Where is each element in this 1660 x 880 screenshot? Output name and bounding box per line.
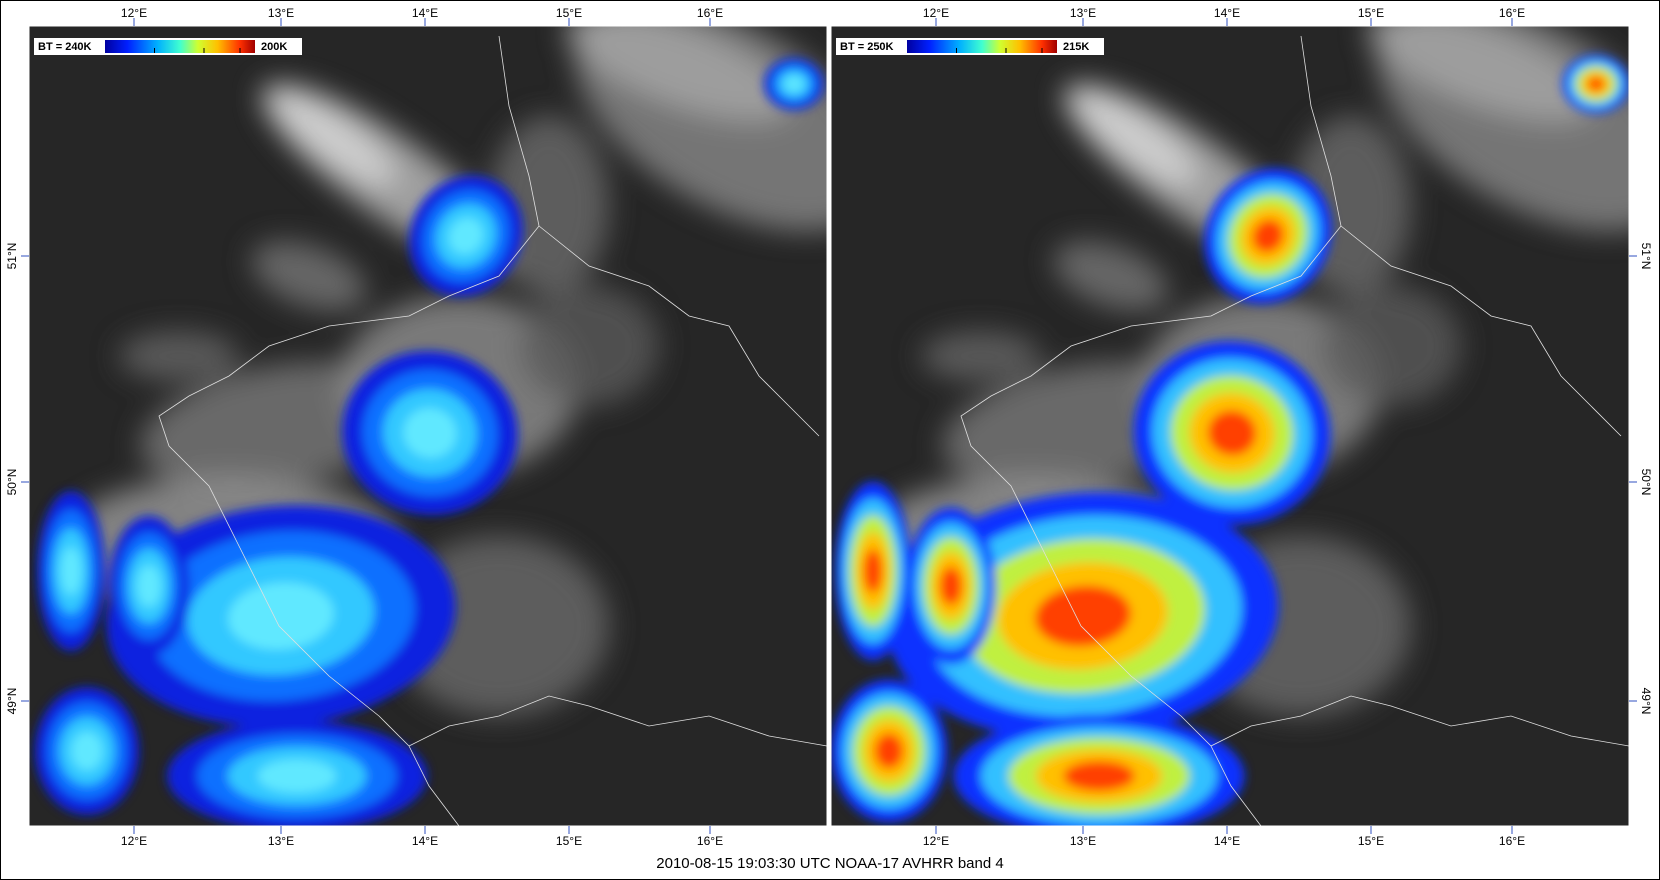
cold-tops [831, 54, 1629, 826]
cloud-top [136, 564, 162, 608]
border [1210, 695, 1629, 747]
cloud-top [403, 408, 457, 458]
lon-label: 12°E [121, 834, 147, 848]
cloud-top [874, 733, 904, 769]
cloud [1367, 26, 1595, 122]
lon-label: 13°E [1070, 834, 1096, 848]
cloud [565, 26, 793, 122]
cloud-top [863, 549, 883, 593]
lat-label: 49°N [1639, 688, 1653, 715]
map-panel: BT = 240K 200K 12°E 12°E 13°E 13°E 14°E 14°E 15°… [5, 6, 828, 848]
cold-tops [35, 58, 824, 826]
lat-label: 50°N [1639, 469, 1653, 496]
cloud-top [1587, 76, 1605, 92]
lon-label: 16°E [1499, 834, 1525, 848]
cloud [1053, 241, 1169, 311]
lon-label: 14°E [1214, 834, 1240, 848]
imagery [29, 26, 827, 826]
lon-label: 15°E [556, 6, 582, 20]
lat-label: 51°N [5, 243, 19, 270]
lon-label: 15°E [1358, 6, 1384, 20]
lon-label: 12°E [121, 6, 147, 20]
lon-label: 16°E [697, 834, 723, 848]
cloud-top [71, 731, 103, 771]
cloud [1321, 286, 1461, 406]
lat-label: 51°N [1639, 243, 1653, 270]
colorbar [907, 40, 1057, 53]
cloud [1063, 85, 1199, 187]
cloud-top [257, 759, 337, 793]
lon-label: 13°E [268, 834, 294, 848]
border [538, 225, 820, 437]
lon-label: 15°E [1358, 834, 1384, 848]
panel-border [830, 25, 1630, 827]
border [408, 745, 460, 826]
lat-label: 50°N [5, 469, 19, 496]
cloud [119, 331, 239, 381]
lat-label: 49°N [5, 688, 19, 715]
cloud-top [1252, 219, 1284, 253]
lon-label: 14°E [412, 6, 438, 20]
cloud-top [60, 546, 82, 596]
legend-max: 215K [1063, 41, 1089, 53]
imagery [831, 26, 1629, 826]
cloud [251, 241, 367, 311]
cloud-top [448, 217, 484, 255]
cloud-top [1207, 410, 1257, 456]
cloud [519, 286, 659, 406]
cloud [921, 331, 1041, 381]
cloud-top [940, 566, 962, 606]
border [408, 695, 827, 747]
cloud-top [228, 582, 334, 650]
border [1210, 745, 1262, 826]
cloud-top [1063, 760, 1135, 792]
lon-label: 14°E [412, 834, 438, 848]
lon-label: 13°E [1070, 6, 1096, 20]
caption: 2010-08-15 19:03:30 UTC NOAA-17 AVHRR ba… [656, 855, 1003, 872]
colorbar [105, 40, 255, 53]
legend-min: BT = 250K [840, 41, 894, 53]
lon-label: 13°E [268, 6, 294, 20]
legend-min: BT = 240K [38, 41, 92, 53]
panel-border [28, 25, 828, 827]
lon-label: 14°E [1214, 6, 1240, 20]
border [1340, 225, 1622, 437]
lon-label: 15°E [556, 834, 582, 848]
lon-label: 12°E [923, 834, 949, 848]
cloud-top [784, 76, 804, 92]
lon-label: 16°E [1499, 6, 1525, 20]
cloud-top [1035, 585, 1131, 647]
cloud [261, 85, 397, 187]
legend-max: 200K [261, 41, 287, 53]
lon-label: 12°E [923, 6, 949, 20]
map-panel: BT = 250K 215K 12°E 12°E 13°E 13°E 14°E 14°E 15°… [830, 6, 1653, 848]
lon-label: 16°E [697, 6, 723, 20]
